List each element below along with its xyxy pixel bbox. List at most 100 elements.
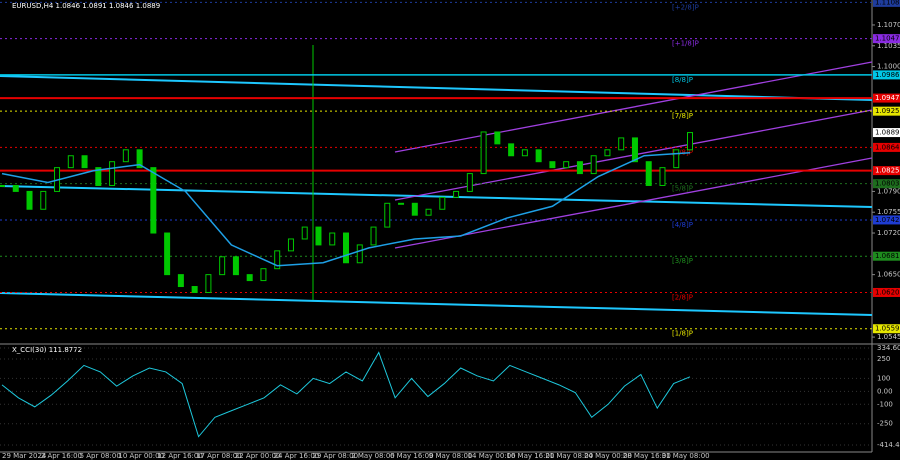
x-tick-label: 29 Apr 08:00 [312,452,358,460]
price-label: 1.0681 [875,252,900,260]
candle [480,131,487,175]
trend-channel [394,61,873,153]
level-name: [+1/8]P [672,40,699,48]
candle [521,149,528,157]
candle [604,149,611,157]
candle [356,244,363,264]
candle [260,268,267,282]
candle [12,184,19,192]
candle [645,161,652,186]
candle [411,202,418,216]
candle [590,155,597,175]
price-label: 1.0889 [875,129,900,137]
candle [494,131,501,145]
y-tick-label: 1.0755 [877,208,900,216]
x-tick-label: 9 May 08:00 [429,452,473,460]
candle [150,167,157,234]
candle [343,232,349,264]
price-label-box [873,93,900,103]
indicator-tick-label: -250 [877,420,893,428]
candle [191,286,198,293]
candle [232,256,239,276]
candle [384,202,391,228]
price-label-box [873,287,900,297]
candle [687,132,693,151]
candle [40,190,47,210]
y-tick-label: 1.1035 [877,42,900,50]
price-label: 1.0925 [875,107,900,115]
candle [219,256,226,276]
candle [576,161,583,175]
price-label-box [873,34,900,44]
cci-line [1,351,691,438]
indicator-tick-label: 334.6005 [877,344,900,352]
candle [549,161,556,169]
candle [659,167,666,186]
x-tick-label: 24 May 00:00 [584,452,632,460]
candle [81,155,88,169]
candle [177,274,184,288]
price-label-box [873,179,900,189]
price-label-box [873,70,900,80]
y-tick-label: 1.1070 [877,21,900,29]
candle [274,250,281,270]
x-tick-label: 28 May 16:00 [623,452,671,460]
x-tick-label: 14 May 00:00 [468,452,516,460]
indicator-tick-label: -100 [877,400,893,408]
price-label: 1.0986 [875,71,900,79]
level-name: [3/8]P [672,257,693,265]
candle [370,226,377,246]
channel-line [0,185,873,208]
x-tick-label: 5 Apr 08:00 [80,452,121,460]
price-label-box [873,106,900,116]
y-tick-label: 1.0720 [877,229,900,237]
candle [246,274,253,282]
price-label-box [873,0,900,7]
candle [205,274,212,293]
channel-line [0,292,873,316]
x-tick-label: 6 May 16:00 [390,452,434,460]
level-name: [2/8]P [672,293,693,301]
candle [0,184,5,187]
price-label: 1.0620 [875,288,900,296]
y-tick-label: 1.0650 [877,271,900,279]
candle [398,202,405,205]
level-name: [8/8]P [672,76,693,84]
candle [164,232,171,276]
indicator-tick-label: -414.4184 [877,441,900,449]
price-panel [0,45,873,316]
x-tick-label: 24 Apr 16:00 [274,452,320,460]
x-tick-label: 17 Apr 08:00 [196,452,242,460]
candle [122,149,129,163]
price-label-box [873,215,900,225]
level-name: [5/8]P [672,185,693,193]
x-tick-label: 2 May 08:00 [351,452,395,460]
x-tick-label: 31 May 08:00 [662,452,710,460]
candle [26,190,33,210]
candle [136,149,143,169]
candle [453,190,460,198]
indicator-tick-label: 100 [877,374,890,382]
chart-title: EURUSD,H4 1.0846 1.0891 1.0846 1.0889 [12,2,160,10]
candle [109,161,116,186]
price-label: 1.1108 [875,0,900,6]
price-label: 1.0825 [875,167,900,175]
candle [673,149,680,169]
trend-channel [394,157,873,249]
price-label-box [873,142,900,152]
level-name: [4/8]P [672,221,693,229]
indicator-tick-label: 250 [877,355,890,363]
price-label: 1.0803 [875,180,900,188]
price-label: 1.0947 [875,94,900,102]
candle [631,137,638,163]
candle [466,173,473,192]
candle [563,161,570,169]
level-name: [7/8]P [672,112,693,120]
indicator-tick-label: 0.00 [877,387,893,395]
candle [67,155,74,169]
price-label: 1.0559 [875,325,900,333]
level-name: [+2/8]P [672,3,699,11]
